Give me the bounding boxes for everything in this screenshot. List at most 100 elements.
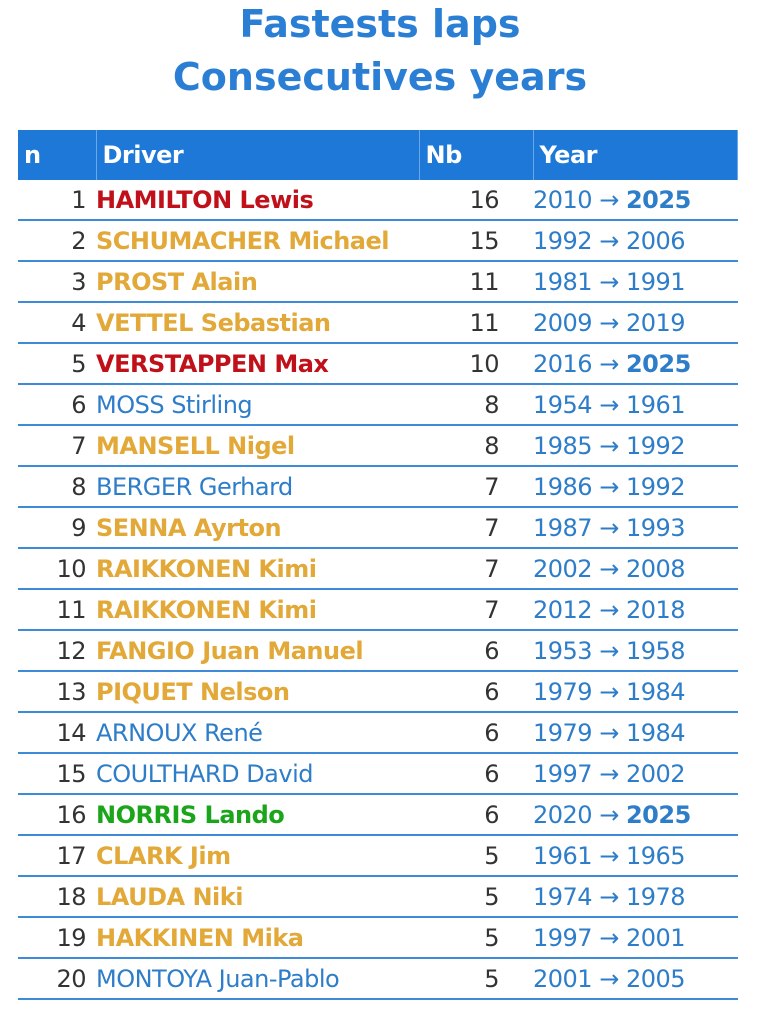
driver: NORRIS Lando xyxy=(96,794,419,836)
rank: 14 xyxy=(18,712,96,754)
arrow: → xyxy=(599,349,619,378)
count: 11 xyxy=(419,302,533,344)
years: 1997 → 2001 xyxy=(533,917,738,959)
table-row: 2 SCHUMACHER Michael 15 1992 → 2006 xyxy=(18,220,738,262)
table-row: 1 HAMILTON Lewis 16 2010 → 2025 xyxy=(18,180,738,221)
end-year: 1965 xyxy=(625,841,686,870)
arrow: → xyxy=(599,390,619,419)
years: 1974 → 1978 xyxy=(533,876,738,918)
table-row: 13 PIQUET Nelson 6 1979 → 1984 xyxy=(18,671,738,713)
rank: 6 xyxy=(18,384,96,426)
table-row: 11 RAIKKONEN Kimi 7 2012 → 2018 xyxy=(18,589,738,631)
years: 2012 → 2018 xyxy=(533,589,738,631)
driver: MONTOYA Juan-Pablo xyxy=(96,958,419,1000)
arrow: → xyxy=(599,800,619,829)
arrow: → xyxy=(599,636,619,665)
end-year: 2006 xyxy=(625,226,686,255)
rank: 2 xyxy=(18,220,96,262)
arrow: → xyxy=(599,841,619,870)
start-year: 2020 xyxy=(533,800,593,829)
rank: 18 xyxy=(18,876,96,918)
end-year: 2025 xyxy=(625,349,691,378)
end-year: 1978 xyxy=(625,882,686,911)
start-year: 1985 xyxy=(533,431,593,460)
count: 6 xyxy=(419,712,533,754)
years: 1986 → 1992 xyxy=(533,466,738,508)
arrow: → xyxy=(599,554,619,583)
table-row: 17 CLARK Jim 5 1961 → 1965 xyxy=(18,835,738,877)
start-year: 1954 xyxy=(533,390,593,419)
col-header: n xyxy=(18,130,97,180)
rank: 1 xyxy=(18,180,96,221)
count: 15 xyxy=(419,220,533,262)
driver: SCHUMACHER Michael xyxy=(96,220,419,262)
col-header: Driver xyxy=(96,130,420,180)
count: 7 xyxy=(419,507,533,549)
driver: PROST Alain xyxy=(96,261,419,303)
driver: VETTEL Sebastian xyxy=(96,302,419,344)
years: 2020 → 2025 xyxy=(533,794,738,836)
start-year: 1997 xyxy=(533,759,593,788)
driver: ARNOUX René xyxy=(96,712,419,754)
rank: 11 xyxy=(18,589,96,631)
table-row: 16 NORRIS Lando 6 2020 → 2025 xyxy=(18,794,738,836)
end-year: 2008 xyxy=(625,554,686,583)
rank: 20 xyxy=(18,958,96,1000)
start-year: 1987 xyxy=(533,513,593,542)
years: 1979 → 1984 xyxy=(533,712,738,754)
count: 6 xyxy=(419,630,533,672)
years: 1954 → 1961 xyxy=(533,384,738,426)
end-year: 2025 xyxy=(625,800,691,829)
arrow: → xyxy=(599,226,619,255)
start-year: 1986 xyxy=(533,472,593,501)
table-row: 9 SENNA Ayrton 7 1987 → 1993 xyxy=(18,507,738,549)
years: 1961 → 1965 xyxy=(533,835,738,877)
end-year: 2005 xyxy=(625,964,686,993)
arrow: → xyxy=(599,677,619,706)
rank: 7 xyxy=(18,425,96,467)
count: 5 xyxy=(419,876,533,918)
rank: 16 xyxy=(18,794,96,836)
table-row: 15 COULTHARD David 6 1997 → 2002 xyxy=(18,753,738,795)
start-year: 1979 xyxy=(533,677,593,706)
arrow: → xyxy=(599,267,619,296)
arrow: → xyxy=(599,718,619,747)
table-row: 4 VETTEL Sebastian 11 2009 → 2019 xyxy=(18,302,738,344)
driver: SENNA Ayrton xyxy=(96,507,419,549)
count: 5 xyxy=(419,958,533,1000)
start-year: 1997 xyxy=(533,923,593,952)
table-row: 5 VERSTAPPEN Max 10 2016 → 2025 xyxy=(18,343,738,385)
table-row: 20 MONTOYA Juan-Pablo 5 2001 → 2005 xyxy=(18,958,738,1000)
end-year: 1991 xyxy=(625,267,686,296)
count: 5 xyxy=(419,835,533,877)
driver: RAIKKONEN Kimi xyxy=(96,589,419,631)
rank: 17 xyxy=(18,835,96,877)
table-row: 12 FANGIO Juan Manuel 6 1953 → 1958 xyxy=(18,630,738,672)
arrow: → xyxy=(599,513,619,542)
count: 10 xyxy=(419,343,533,385)
title: Fastests laps xyxy=(239,2,521,46)
table-row: 7 MANSELL Nigel 8 1985 → 1992 xyxy=(18,425,738,467)
driver: RAIKKONEN Kimi xyxy=(96,548,419,590)
end-year: 2002 xyxy=(625,759,686,788)
count: 8 xyxy=(419,384,533,426)
start-year: 2009 xyxy=(533,308,593,337)
years: 2002 → 2008 xyxy=(533,548,738,590)
start-year: 1979 xyxy=(533,718,593,747)
driver: MOSS Stirling xyxy=(96,384,419,426)
driver: BERGER Gerhard xyxy=(96,466,419,508)
start-year: 1974 xyxy=(533,882,593,911)
count: 7 xyxy=(419,589,533,631)
table-row: 19 HAKKINEN Mika 5 1997 → 2001 xyxy=(18,917,738,959)
years: 1981 → 1991 xyxy=(533,261,738,303)
arrow: → xyxy=(599,431,619,460)
table-row: 8 BERGER Gerhard 7 1986 → 1992 xyxy=(18,466,738,508)
arrow: → xyxy=(599,882,619,911)
years: 2009 → 2019 xyxy=(533,302,738,344)
driver: MANSELL Nigel xyxy=(96,425,419,467)
years: 1997 → 2002 xyxy=(533,753,738,795)
count: 6 xyxy=(419,753,533,795)
driver: LAUDA Niki xyxy=(96,876,419,918)
years: 1953 → 1958 xyxy=(533,630,738,672)
